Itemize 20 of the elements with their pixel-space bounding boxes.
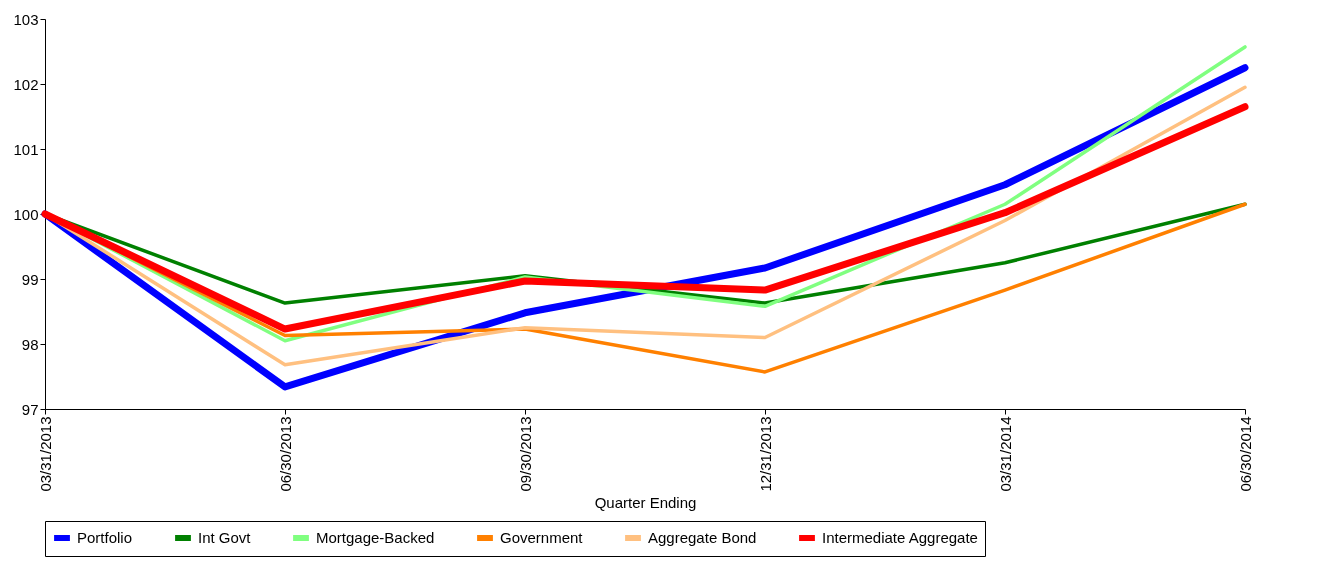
y-tick-label: 103 — [13, 10, 39, 28]
y-tick-label: 98 — [21, 335, 39, 353]
x-tick-label: 09/30/2013 — [516, 416, 534, 492]
y-tick-label: 100 — [13, 205, 39, 223]
y-tick-label: 102 — [13, 75, 39, 93]
legend-label: Int Govt — [198, 529, 252, 546]
legend-label: Mortgage-Backed — [316, 529, 435, 546]
x-tick-label: 03/31/2014 — [996, 416, 1014, 492]
legend-label: Government — [500, 529, 584, 546]
y-tick-label: 101 — [13, 140, 39, 158]
legend-label: Portfolio — [77, 529, 133, 546]
y-tick-label: 97 — [21, 400, 39, 418]
x-tick-label: 03/31/2013 — [36, 416, 54, 492]
x-axis-title: Quarter Ending — [594, 493, 697, 511]
x-tick-label: 06/30/2013 — [276, 416, 294, 492]
x-tick-label: 06/30/2014 — [1236, 416, 1254, 492]
y-tick-label: 99 — [21, 270, 39, 288]
x-tick-label: 12/31/2013 — [756, 416, 774, 492]
legend-label: Intermediate Aggregate — [822, 529, 978, 546]
legend-label: Aggregate Bond — [648, 529, 757, 546]
